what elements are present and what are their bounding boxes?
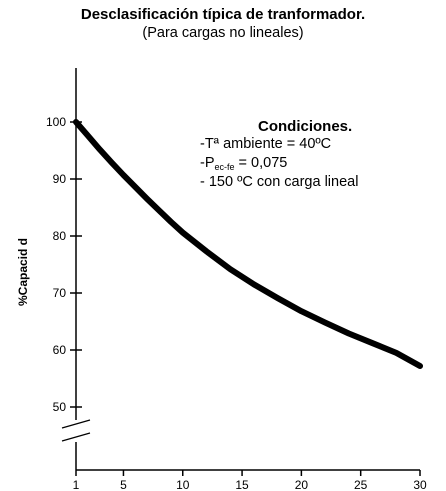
condition-pec: -Pec-fe = 0,075 (200, 155, 287, 172)
y-tick-label: 100 (46, 115, 66, 129)
x-tick-label: 20 (295, 478, 309, 491)
y-tick-label: 60 (53, 343, 67, 357)
condition-pec-prefix: -P (200, 155, 215, 171)
y-tick-label: 80 (53, 229, 67, 243)
axis-break-mark-upper (61, 419, 91, 429)
y-ticks: 100 90 80 70 60 50 (46, 115, 82, 414)
x-tick-label: 1 (73, 478, 80, 491)
series-line (73, 119, 423, 369)
y-tick-label: 70 (53, 286, 67, 300)
condition-pec-value: = 0,075 (234, 155, 288, 171)
y-tick-label: 50 (53, 400, 67, 414)
chart-subtitle: (Para cargas no lineales) (142, 25, 304, 41)
axis-break-mark-lower (61, 432, 91, 442)
chart-title: Desclasificación típica de tranformador. (80, 6, 366, 23)
x-tick-label: 25 (354, 478, 368, 491)
y-tick-label: 90 (53, 172, 67, 186)
conditions-heading: Condiciones. (258, 118, 353, 135)
condition-ambient: -Tª ambiente = 40ºC (200, 136, 332, 152)
x-tick-label: 15 (235, 478, 249, 491)
y-axis-label: %Capacid d (16, 238, 30, 306)
axis-break-gap (70, 420, 84, 442)
x-tick-label: 30 (413, 478, 427, 491)
condition-linear-load: - 150 ºC con carga lineal (200, 174, 359, 190)
x-tick-label: 10 (176, 478, 190, 491)
condition-pec-sub: ec-fe (214, 162, 235, 172)
x-ticks: 1 5 10 15 20 25 30 (73, 470, 427, 491)
x-tick-label: 5 (120, 478, 127, 491)
